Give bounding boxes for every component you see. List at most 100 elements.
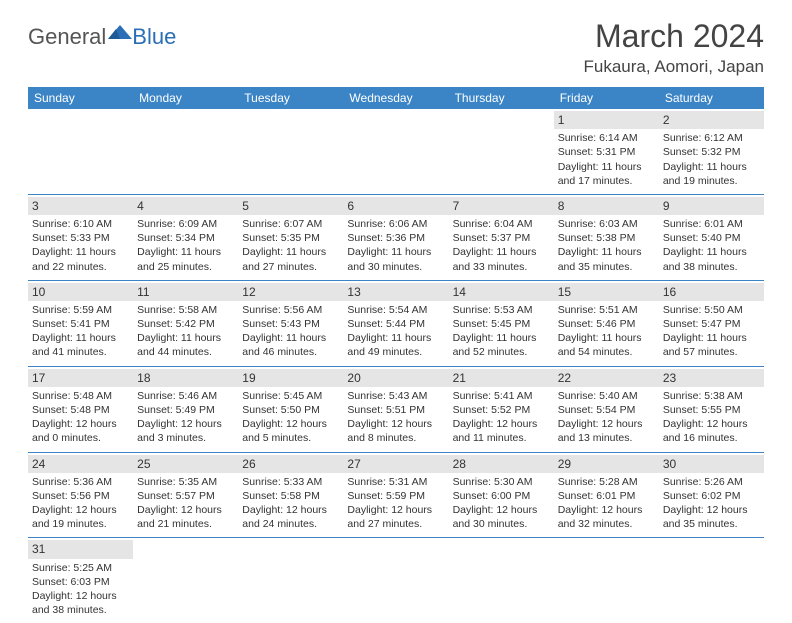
calendar-cell: 9Sunrise: 6:01 AMSunset: 5:40 PMDaylight… <box>659 194 764 280</box>
sunset-text: Sunset: 5:35 PM <box>242 231 339 245</box>
sunset-text: Sunset: 5:44 PM <box>347 317 444 331</box>
daylight-text: Daylight: 11 hours and 41 minutes. <box>32 331 129 359</box>
sunset-text: Sunset: 5:46 PM <box>558 317 655 331</box>
sunrise-text: Sunrise: 6:12 AM <box>663 131 760 145</box>
calendar-row: 3Sunrise: 6:10 AMSunset: 5:33 PMDaylight… <box>28 194 764 280</box>
day-header: Saturday <box>659 87 764 109</box>
sunset-text: Sunset: 5:57 PM <box>137 489 234 503</box>
sunset-text: Sunset: 5:52 PM <box>453 403 550 417</box>
calendar-cell: 17Sunrise: 5:48 AMSunset: 5:48 PMDayligh… <box>28 366 133 452</box>
sunrise-text: Sunrise: 6:07 AM <box>242 217 339 231</box>
sunrise-text: Sunrise: 5:31 AM <box>347 475 444 489</box>
sunset-text: Sunset: 5:36 PM <box>347 231 444 245</box>
calendar-cell: 14Sunrise: 5:53 AMSunset: 5:45 PMDayligh… <box>449 280 554 366</box>
calendar-cell <box>554 538 659 623</box>
sunrise-text: Sunrise: 5:25 AM <box>32 561 129 575</box>
sunset-text: Sunset: 6:03 PM <box>32 575 129 589</box>
calendar-cell: 20Sunrise: 5:43 AMSunset: 5:51 PMDayligh… <box>343 366 448 452</box>
day-number: 26 <box>238 455 343 473</box>
day-number: 22 <box>554 369 659 387</box>
calendar-cell: 21Sunrise: 5:41 AMSunset: 5:52 PMDayligh… <box>449 366 554 452</box>
daylight-text: Daylight: 11 hours and 27 minutes. <box>242 245 339 273</box>
day-number: 15 <box>554 283 659 301</box>
calendar-cell: 19Sunrise: 5:45 AMSunset: 5:50 PMDayligh… <box>238 366 343 452</box>
sunrise-text: Sunrise: 5:50 AM <box>663 303 760 317</box>
day-header: Sunday <box>28 87 133 109</box>
day-number: 14 <box>449 283 554 301</box>
day-number: 10 <box>28 283 133 301</box>
sunrise-text: Sunrise: 6:09 AM <box>137 217 234 231</box>
daylight-text: Daylight: 12 hours and 32 minutes. <box>558 503 655 531</box>
day-number: 11 <box>133 283 238 301</box>
sunset-text: Sunset: 5:40 PM <box>663 231 760 245</box>
sunrise-text: Sunrise: 6:06 AM <box>347 217 444 231</box>
sunrise-text: Sunrise: 5:46 AM <box>137 389 234 403</box>
calendar-cell <box>133 538 238 623</box>
daylight-text: Daylight: 12 hours and 3 minutes. <box>137 417 234 445</box>
sunset-text: Sunset: 5:48 PM <box>32 403 129 417</box>
daylight-text: Daylight: 11 hours and 33 minutes. <box>453 245 550 273</box>
day-number: 20 <box>343 369 448 387</box>
sunset-text: Sunset: 5:49 PM <box>137 403 234 417</box>
sunset-text: Sunset: 5:51 PM <box>347 403 444 417</box>
calendar-cell: 30Sunrise: 5:26 AMSunset: 6:02 PMDayligh… <box>659 452 764 538</box>
daylight-text: Daylight: 12 hours and 16 minutes. <box>663 417 760 445</box>
daylight-text: Daylight: 11 hours and 54 minutes. <box>558 331 655 359</box>
calendar-cell <box>28 109 133 194</box>
sunrise-text: Sunrise: 5:30 AM <box>453 475 550 489</box>
day-number: 31 <box>28 540 133 558</box>
sunrise-text: Sunrise: 6:01 AM <box>663 217 760 231</box>
logo: General Blue <box>28 24 176 50</box>
sunset-text: Sunset: 6:01 PM <box>558 489 655 503</box>
sunset-text: Sunset: 5:38 PM <box>558 231 655 245</box>
day-number: 7 <box>449 197 554 215</box>
day-number: 2 <box>659 111 764 129</box>
sunrise-text: Sunrise: 5:56 AM <box>242 303 339 317</box>
sunset-text: Sunset: 5:31 PM <box>558 145 655 159</box>
calendar-cell: 1Sunrise: 6:14 AMSunset: 5:31 PMDaylight… <box>554 109 659 194</box>
sunset-text: Sunset: 5:43 PM <box>242 317 339 331</box>
daylight-text: Daylight: 12 hours and 5 minutes. <box>242 417 339 445</box>
calendar-cell <box>449 109 554 194</box>
sunrise-text: Sunrise: 6:04 AM <box>453 217 550 231</box>
sunrise-text: Sunrise: 5:38 AM <box>663 389 760 403</box>
calendar-cell: 23Sunrise: 5:38 AMSunset: 5:55 PMDayligh… <box>659 366 764 452</box>
day-number: 25 <box>133 455 238 473</box>
calendar-cell: 18 Sunrise: 5:46 AMSunset: 5:49 PMDayligh… <box>133 366 238 452</box>
calendar-cell <box>133 109 238 194</box>
sunset-text: Sunset: 5:32 PM <box>663 145 760 159</box>
calendar-cell: 12Sunrise: 5:56 AMSunset: 5:43 PMDayligh… <box>238 280 343 366</box>
sunrise-text: Sunrise: 5:26 AM <box>663 475 760 489</box>
day-number: 1 <box>554 111 659 129</box>
sunset-text: Sunset: 5:59 PM <box>347 489 444 503</box>
location-text: Fukaura, Aomori, Japan <box>584 57 764 77</box>
day-header: Thursday <box>449 87 554 109</box>
daylight-text: Daylight: 12 hours and 19 minutes. <box>32 503 129 531</box>
calendar-cell: 16Sunrise: 5:50 AMSunset: 5:47 PMDayligh… <box>659 280 764 366</box>
daylight-text: Daylight: 12 hours and 30 minutes. <box>453 503 550 531</box>
calendar-cell: 27Sunrise: 5:31 AMSunset: 5:59 PMDayligh… <box>343 452 448 538</box>
calendar-cell <box>238 538 343 623</box>
calendar-cell: 7Sunrise: 6:04 AMSunset: 5:37 PMDaylight… <box>449 194 554 280</box>
day-header: Monday <box>133 87 238 109</box>
daylight-text: Daylight: 12 hours and 35 minutes. <box>663 503 760 531</box>
sunrise-text: Sunrise: 5:28 AM <box>558 475 655 489</box>
sunrise-text: Sunrise: 6:10 AM <box>32 217 129 231</box>
calendar-cell: 2Sunrise: 6:12 AMSunset: 5:32 PMDaylight… <box>659 109 764 194</box>
daylight-text: Daylight: 11 hours and 38 minutes. <box>663 245 760 273</box>
sunrise-text: Sunrise: 5:36 AM <box>32 475 129 489</box>
day-number: 18 <box>133 369 238 387</box>
day-number: 23 <box>659 369 764 387</box>
sunset-text: Sunset: 6:02 PM <box>663 489 760 503</box>
day-number: 13 <box>343 283 448 301</box>
daylight-text: Daylight: 12 hours and 21 minutes. <box>137 503 234 531</box>
sunset-text: Sunset: 5:56 PM <box>32 489 129 503</box>
daylight-text: Daylight: 12 hours and 8 minutes. <box>347 417 444 445</box>
day-header-row: Sunday Monday Tuesday Wednesday Thursday… <box>28 87 764 109</box>
sunrise-text: Sunrise: 5:51 AM <box>558 303 655 317</box>
calendar-cell: 28Sunrise: 5:30 AMSunset: 6:00 PMDayligh… <box>449 452 554 538</box>
daylight-text: Daylight: 12 hours and 38 minutes. <box>32 589 129 617</box>
calendar-cell: 5Sunrise: 6:07 AMSunset: 5:35 PMDaylight… <box>238 194 343 280</box>
sunrise-text: Sunrise: 5:48 AM <box>32 389 129 403</box>
day-number: 16 <box>659 283 764 301</box>
